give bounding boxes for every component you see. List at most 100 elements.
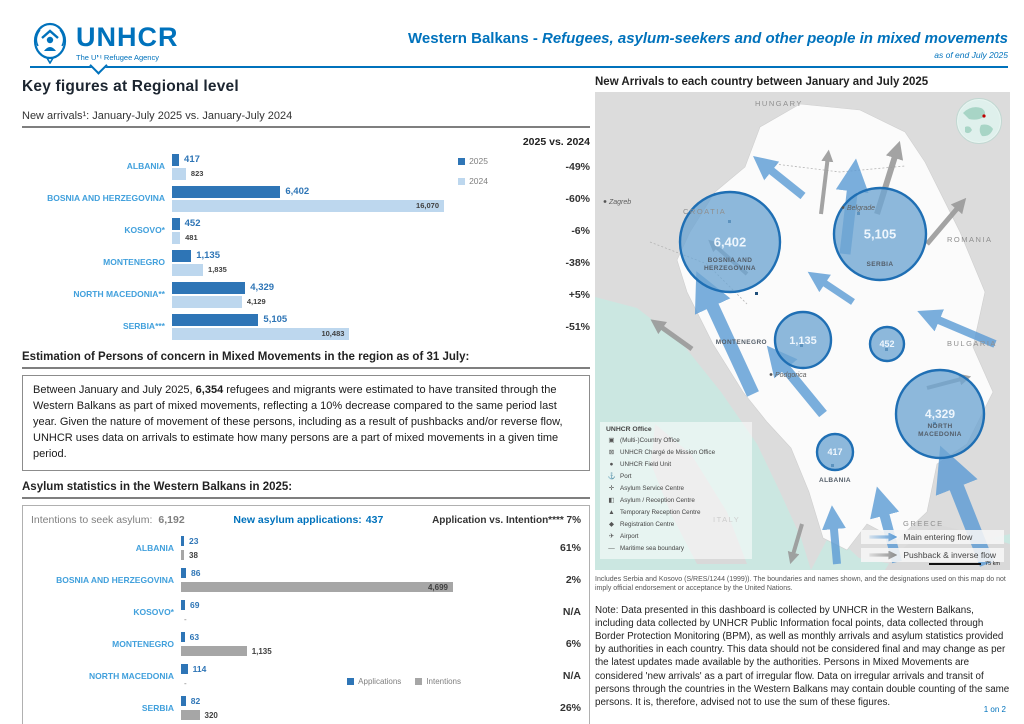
arrivals-row: MONTENEGRO 1,135 1,835 -38% xyxy=(22,248,590,277)
estimation-text-after: refugees and migrants were estimated to … xyxy=(33,384,563,460)
ratio-value: N/A xyxy=(562,606,581,619)
map-legend-icon: ▣ xyxy=(608,437,615,444)
arrival-bubble xyxy=(894,368,986,460)
header-divider xyxy=(30,66,1008,68)
bar-group: 417 823 xyxy=(172,152,530,181)
applications-total: New asylum applications: 437 xyxy=(233,514,383,526)
bar-2024-value: 1,835 xyxy=(208,265,227,274)
bar-2024 xyxy=(172,295,242,308)
change-value: -49% xyxy=(565,160,590,173)
right-column: New Arrivals to each country between Jan… xyxy=(595,76,1010,709)
note-paragraph: Note: Data presented in this dashboard i… xyxy=(595,604,1010,708)
map-legend-label: Asylum / Reception Centre xyxy=(620,497,695,505)
legend-swatch-icon xyxy=(458,177,466,185)
flow-legend-label: Main entering flow xyxy=(903,532,973,542)
legend-item: 2024 xyxy=(458,176,488,186)
map-legend-label: Asylum Service Centre xyxy=(620,485,685,493)
applications-value: 82 xyxy=(190,696,201,707)
map-legend-item: ✈ Airport xyxy=(606,531,746,543)
map-legend-icon: ✈ xyxy=(608,533,615,541)
unhcr-emblem-icon xyxy=(33,22,67,64)
divider xyxy=(22,367,590,369)
legend-item: 2025 xyxy=(458,156,488,166)
intentions-value: - xyxy=(184,614,187,624)
map-legend-title: UNHCR Office xyxy=(606,426,652,433)
ratio-label: Application vs. Intention**** xyxy=(432,514,564,526)
bar-2025-value: 452 xyxy=(184,218,201,229)
bar-2025-value: 1,135 xyxy=(196,250,220,261)
asylum-row: NORTH MACEDONIA 114- N/A xyxy=(31,662,581,691)
divider xyxy=(22,496,590,499)
arrivals-row: KOSOVO* 452 481 -6% xyxy=(22,216,590,245)
map-legend-icon: ▲ xyxy=(608,509,615,517)
bar-2025-value: 6,402 xyxy=(285,186,310,197)
map-legend-item: ◧ Asylum / Reception Centre xyxy=(606,495,746,507)
bar-2024: 10,483 xyxy=(172,327,350,340)
map-caption: Includes Serbia and Kosovo (S/RES/1244 (… xyxy=(595,576,1006,593)
title-emphasis: Refugees, asylum-seekers and other peopl… xyxy=(542,30,1008,47)
neighbor-country-label: BULGARIA xyxy=(947,339,997,348)
ratio-value: 61% xyxy=(559,542,581,555)
legend-label: 2024 xyxy=(469,176,488,186)
bar-group: 452 481 xyxy=(172,216,530,245)
applications-value: 86 xyxy=(190,568,201,579)
bar-group: 63 1,135 xyxy=(181,630,521,659)
bar-2024: 16,070 xyxy=(172,199,444,212)
left-column: Key figures at Regional level New arriva… xyxy=(22,78,590,724)
country-label: MONTENEGRO xyxy=(103,257,165,268)
bar-2025-value: 417 xyxy=(184,154,200,165)
map-legend-item: ▣ (Multi-)Country Office xyxy=(606,435,746,447)
change-column-header: 2025 vs. 2024 xyxy=(522,136,590,148)
legend-label: 2025 xyxy=(469,156,488,166)
bubble-country-label: MONTENEGRO xyxy=(716,339,767,346)
bar-2024 xyxy=(172,231,181,244)
arrivals-legend: 2025 2024 xyxy=(458,156,488,196)
flow-arrow-icon xyxy=(869,532,898,542)
intentions-label: Intentions to seek asylum: xyxy=(31,513,153,526)
arrival-bubble xyxy=(678,190,782,294)
flow-legend-row: Main entering flow xyxy=(861,530,1004,544)
asylum-title: Asylum statistics in the Western Balkans… xyxy=(22,480,293,493)
applications-value: 63 xyxy=(189,632,200,643)
map-legend-items: ▣ (Multi-)Country Office ⊠ UNHCR Chargé de … xyxy=(606,435,746,555)
map-legend-label: (Multi-)Country Office xyxy=(620,437,680,445)
ratio-value: N/A xyxy=(562,670,581,683)
scale-line xyxy=(929,563,982,565)
bar-2024-value: 481 xyxy=(185,233,198,242)
intentions-total: Intentions to seek asylum: 6,192 xyxy=(31,514,185,526)
country-label: MONTENEGRO xyxy=(112,639,174,650)
map-legend-item: ● UNHCR Field Unit xyxy=(606,459,746,471)
neighbor-country-label: HUNGARY xyxy=(755,99,803,108)
map-legend-item: ⚓ Port xyxy=(606,471,746,483)
country-label: KOSOVO* xyxy=(133,607,174,618)
map-legend-icon: ◆ xyxy=(609,521,614,529)
bar-applications xyxy=(181,536,184,547)
asylum-legend: Applications Intentions xyxy=(347,677,461,686)
bar-intentions xyxy=(181,646,247,657)
map-legend: UNHCR Office ▣ (Multi-)Country Office ⊠ UNH… xyxy=(600,422,752,560)
ratio-value: 7% xyxy=(566,514,581,526)
flow-legend-label: Pushback & inverse flow xyxy=(903,550,996,560)
bar-2024 xyxy=(172,167,186,180)
asylum-row: KOSOVO* 69- N/A xyxy=(31,598,581,627)
scale-label: 75 km xyxy=(985,561,1000,567)
bubble-country-label: ALBANIA xyxy=(819,477,851,484)
bar-applications xyxy=(181,696,186,707)
bubble-country-label: MACEDONIA xyxy=(918,431,962,438)
legend-swatch-icon xyxy=(458,157,466,165)
bar-2024-value: 823 xyxy=(190,169,204,178)
city-dot-icon xyxy=(603,200,607,203)
legend-swatch-icon xyxy=(415,677,423,685)
bubble-value: 6,402 xyxy=(714,235,747,250)
map-legend-label: Port xyxy=(620,473,632,481)
bar-2024 xyxy=(172,263,204,276)
section-title: Key figures at Regional level xyxy=(22,78,239,95)
change-value: -38% xyxy=(565,256,590,269)
map-legend-icon: ⊠ xyxy=(608,449,615,457)
intentions-value: 4,699 xyxy=(427,582,448,592)
bar-applications xyxy=(181,664,188,675)
intentions-value: 1,135 xyxy=(251,646,272,656)
bar-2025 xyxy=(172,153,180,166)
legend-item: Applications xyxy=(347,677,401,686)
